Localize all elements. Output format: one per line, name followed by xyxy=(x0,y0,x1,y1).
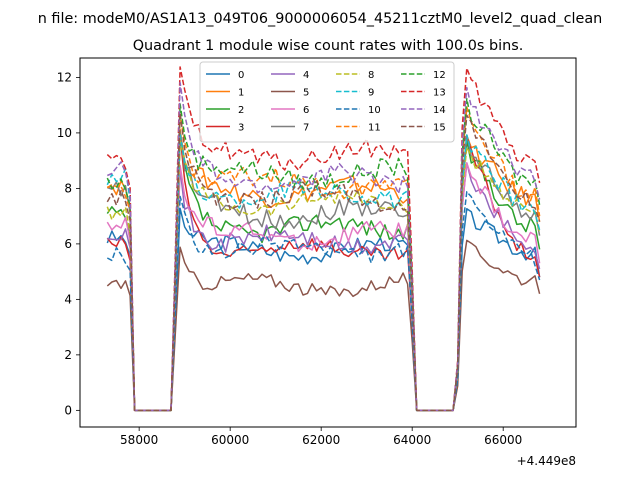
legend-label-14: 14 xyxy=(433,105,446,116)
series-line-2 xyxy=(106,133,541,412)
y-tick-label: 8 xyxy=(64,181,72,195)
series-line-15 xyxy=(106,112,541,412)
x-axis-ticks: 58000 60000 62000 64000 66000 xyxy=(120,427,522,447)
y-tick-label: 6 xyxy=(64,237,72,251)
legend-label-11: 11 xyxy=(368,123,381,134)
legend-label-10: 10 xyxy=(368,105,381,116)
x-tick-label: 60000 xyxy=(211,433,249,447)
legend-label-6: 6 xyxy=(303,105,309,116)
x-tick-label: 66000 xyxy=(484,433,522,447)
y-axis-ticks: 0 2 4 6 8 10 12 xyxy=(57,70,80,417)
y-tick-label: 0 xyxy=(64,403,72,417)
series-line-5 xyxy=(106,239,541,412)
plot-lines xyxy=(106,66,541,412)
series-line-8 xyxy=(106,140,541,412)
series-line-1 xyxy=(107,128,541,412)
series-line-13 xyxy=(106,66,541,412)
legend-label-5: 5 xyxy=(303,88,309,99)
x-tick-label: 58000 xyxy=(120,433,158,447)
legend-label-1: 1 xyxy=(238,88,244,99)
series-line-6 xyxy=(106,162,541,412)
legend-box xyxy=(199,61,455,143)
legend-label-13: 13 xyxy=(433,88,446,99)
legend-label-15: 15 xyxy=(433,123,446,134)
y-tick-label: 4 xyxy=(64,292,72,306)
y-tick-label: 10 xyxy=(57,126,72,140)
legend-label-0: 0 xyxy=(238,70,244,81)
x-tick-label: 62000 xyxy=(302,433,340,447)
legend-label-2: 2 xyxy=(238,105,244,116)
legend-label-4: 4 xyxy=(303,70,309,81)
legend-label-12: 12 xyxy=(433,70,446,81)
series-line-10 xyxy=(106,190,541,412)
plot-frame xyxy=(79,57,577,428)
figure-suptitle: n file: modeM0/AS1A13_049T06_9000006054_… xyxy=(38,11,603,27)
x-axis-offset-label: +4.449e8 xyxy=(517,454,576,468)
series-line-12 xyxy=(106,98,541,412)
legend-label-7: 7 xyxy=(303,123,309,134)
y-tick-label: 2 xyxy=(64,348,72,362)
chart-title: Quadrant 1 module wise count rates with … xyxy=(133,38,524,54)
legend-label-8: 8 xyxy=(368,70,374,81)
series-line-14 xyxy=(107,81,541,412)
series-line-4 xyxy=(107,162,541,412)
x-tick-label: 64000 xyxy=(393,433,431,447)
legend-label-3: 3 xyxy=(238,123,244,134)
y-tick-label: 12 xyxy=(57,70,72,84)
legend-label-9: 9 xyxy=(368,88,374,99)
